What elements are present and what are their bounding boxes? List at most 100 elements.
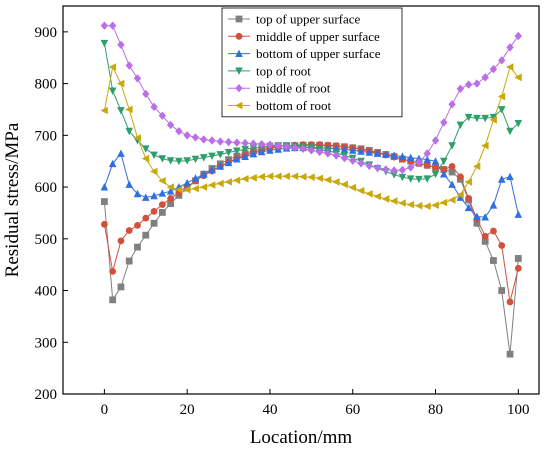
data-point: [282, 142, 291, 151]
data-point: [265, 172, 274, 181]
data-point: [249, 139, 258, 148]
legend-marker: [235, 67, 243, 75]
legend-entry: bottom of upper surface: [228, 46, 381, 61]
y-tick-label: 400: [35, 284, 58, 300]
data-point: [299, 144, 307, 153]
data-point: [133, 189, 142, 198]
data-point: [498, 56, 506, 65]
data-point: [498, 242, 506, 249]
plot-frame: [62, 5, 540, 395]
data-point: [134, 243, 141, 251]
data-point: [464, 178, 473, 186]
data-point: [423, 202, 431, 211]
data-point: [481, 213, 489, 221]
data-point: [158, 209, 166, 216]
data-point: [208, 181, 216, 189]
data-point: [108, 159, 117, 168]
data-point: [315, 147, 324, 157]
data-point: [432, 164, 439, 171]
data-point: [390, 166, 398, 175]
data-point: [249, 173, 257, 182]
x-tick-label: 100: [507, 402, 530, 418]
data-point: [423, 155, 432, 164]
data-point: [108, 87, 117, 95]
data-point: [100, 21, 109, 30]
data-point: [257, 139, 266, 149]
data-point: [116, 79, 125, 88]
data-point: [365, 148, 374, 156]
data-point: [398, 152, 407, 160]
x-tick-label: 80: [428, 402, 443, 418]
data-point: [473, 219, 481, 227]
data-point: [183, 157, 191, 165]
data-point: [100, 39, 109, 48]
data-point: [224, 178, 232, 186]
data-point: [506, 63, 514, 71]
data-point: [158, 177, 166, 185]
data-point: [315, 174, 324, 183]
data-point: [109, 267, 117, 275]
data-point: [464, 203, 473, 212]
y-tick-label: 700: [35, 128, 58, 144]
data-point: [125, 105, 133, 114]
legend-label: middle of root: [256, 81, 331, 96]
data-point: [183, 185, 191, 194]
series-points-1: [100, 141, 522, 306]
legend-label: bottom of root: [256, 98, 331, 113]
legend-marker: [235, 15, 243, 23]
data-point: [142, 231, 150, 239]
data-point: [117, 40, 125, 49]
data-point: [241, 138, 249, 148]
y-tick-label: 900: [35, 25, 58, 41]
data-point: [497, 175, 506, 183]
data-point: [357, 159, 365, 168]
x-axis-title: Location/mm: [250, 427, 353, 448]
data-point: [423, 175, 432, 183]
data-point: [390, 171, 398, 179]
data-point: [174, 185, 183, 194]
data-point: [291, 143, 299, 152]
data-point: [290, 172, 299, 181]
data-point: [134, 221, 141, 229]
data-point: [506, 127, 514, 136]
data-point: [257, 147, 266, 156]
x-tick-label: 0: [101, 402, 109, 418]
legend-entry: top of root: [228, 63, 311, 78]
data-point: [125, 227, 133, 234]
legend-label: middle of upper surface: [256, 29, 380, 44]
data-point: [108, 63, 117, 71]
data-point: [191, 133, 200, 142]
data-point: [142, 89, 150, 99]
data-point: [390, 197, 398, 205]
legend-marker: [235, 49, 243, 57]
data-point: [398, 199, 406, 207]
data-point: [440, 157, 448, 166]
data-point: [439, 198, 448, 207]
data-point: [448, 100, 456, 109]
data-point: [208, 152, 216, 161]
data-point: [142, 214, 150, 222]
data-point: [406, 153, 415, 161]
data-point: [191, 184, 199, 193]
data-point: [514, 210, 523, 218]
data-point: [481, 141, 489, 150]
data-point: [167, 200, 175, 208]
data-point: [332, 178, 340, 186]
series-line-2: [103, 147, 519, 218]
data-point: [431, 201, 439, 209]
data-point: [150, 219, 158, 227]
data-point: [216, 137, 224, 146]
legend-label: top of root: [256, 63, 311, 78]
data-point: [340, 153, 349, 163]
data-point: [323, 176, 332, 184]
legend-entry: middle of root: [228, 81, 331, 96]
data-point: [199, 183, 208, 191]
data-point: [514, 120, 523, 128]
data-point: [498, 287, 506, 294]
data-point: [431, 136, 440, 145]
data-point: [274, 172, 282, 181]
axis-ticks: 0 20 40 60 80 100 200 300 400 500 600 700 800 900: [35, 25, 530, 418]
data-point: [465, 195, 473, 202]
data-point: [274, 141, 282, 150]
